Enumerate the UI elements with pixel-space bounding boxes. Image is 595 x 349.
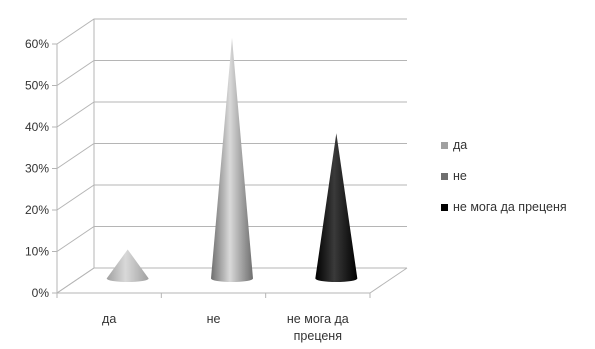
gridline [56, 267, 407, 294]
y-tick-label: 20% [25, 203, 49, 217]
data-cones [106, 37, 358, 283]
cone-не-мога-да-преценя [315, 133, 358, 282]
gridline [56, 60, 407, 86]
category-label: не мога да [287, 312, 349, 326]
legend-swatch [441, 142, 448, 149]
gridlines [56, 18, 407, 294]
legend-label: не мога да преценя [453, 200, 567, 214]
gridline [56, 143, 407, 169]
legend-label: не [453, 169, 467, 183]
gridline [56, 184, 407, 211]
y-tick-label: 50% [25, 79, 49, 93]
category-label: преценя [294, 329, 342, 343]
legend-swatch [441, 173, 448, 180]
y-axis-ticks: 0% 10% 20% 30% 40% 50% 60% [25, 37, 58, 300]
legend-label: да [453, 138, 467, 152]
gridline [56, 226, 407, 252]
y-tick-label: 40% [25, 120, 49, 134]
y-tick-label: 10% [25, 245, 49, 259]
legend-swatch [441, 204, 448, 211]
cone-не [211, 37, 253, 283]
gridline [56, 101, 407, 128]
y-tick-label: 60% [25, 37, 49, 51]
cone-да [106, 249, 149, 282]
legend: да не не мога да преценя [441, 138, 567, 214]
category-label: да [102, 312, 116, 326]
x-axis-categories: да не не мога да преценя [56, 293, 371, 343]
category-label: не [207, 312, 221, 326]
y-tick-label: 0% [32, 286, 50, 300]
gridline [56, 18, 407, 45]
y-tick-label: 30% [25, 162, 49, 176]
